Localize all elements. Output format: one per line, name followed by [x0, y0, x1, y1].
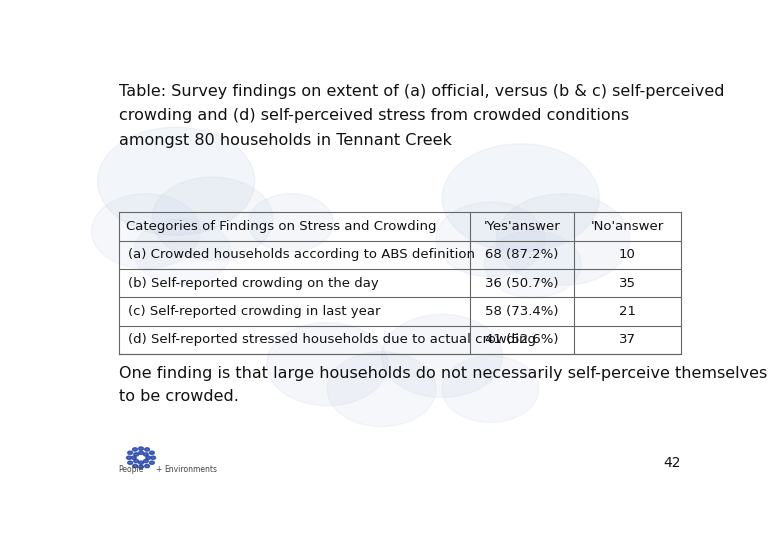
- Circle shape: [139, 465, 144, 469]
- Circle shape: [249, 194, 333, 252]
- Circle shape: [146, 456, 151, 460]
- Text: Categories of Findings on Stress and Crowding: Categories of Findings on Stress and Cro…: [126, 220, 437, 233]
- Circle shape: [144, 464, 150, 468]
- Circle shape: [328, 352, 436, 427]
- Circle shape: [139, 461, 144, 464]
- Text: (b) Self-reported crowding on the day: (b) Self-reported crowding on the day: [128, 276, 378, 289]
- Circle shape: [144, 453, 148, 456]
- Text: 42: 42: [663, 456, 681, 470]
- Text: 58 (73.4%): 58 (73.4%): [485, 305, 558, 318]
- Text: 68 (87.2%): 68 (87.2%): [485, 248, 558, 261]
- Text: 35: 35: [619, 276, 636, 289]
- Circle shape: [442, 356, 539, 422]
- Circle shape: [133, 448, 137, 451]
- Text: (d) Self-reported stressed households due to actual crowding: (d) Self-reported stressed households du…: [128, 333, 536, 346]
- Circle shape: [150, 451, 154, 454]
- Circle shape: [436, 202, 544, 277]
- Circle shape: [151, 456, 155, 460]
- Text: 36 (50.7%): 36 (50.7%): [485, 276, 558, 289]
- Circle shape: [150, 461, 154, 464]
- Text: +: +: [155, 465, 161, 474]
- Text: People: People: [119, 465, 144, 474]
- Circle shape: [128, 451, 133, 454]
- Circle shape: [134, 460, 139, 463]
- Circle shape: [381, 314, 502, 397]
- Circle shape: [152, 177, 273, 260]
- Circle shape: [497, 194, 629, 285]
- Circle shape: [98, 127, 255, 235]
- Circle shape: [139, 451, 144, 454]
- Circle shape: [442, 144, 599, 252]
- Text: 21: 21: [619, 305, 636, 318]
- Text: (c) Self-reported crowding in last year: (c) Self-reported crowding in last year: [128, 305, 380, 318]
- Text: to be crowded.: to be crowded.: [119, 389, 239, 404]
- Circle shape: [139, 447, 144, 450]
- Circle shape: [128, 461, 133, 464]
- Circle shape: [144, 448, 150, 451]
- Circle shape: [126, 456, 131, 460]
- Text: 41 (52.6%): 41 (52.6%): [485, 333, 558, 346]
- Circle shape: [267, 322, 388, 406]
- Circle shape: [91, 194, 200, 268]
- Text: Table: Survey findings on extent of (a) official, versus (b & c) self-perceived: Table: Survey findings on extent of (a) …: [119, 84, 724, 98]
- Text: 10: 10: [619, 248, 636, 261]
- Circle shape: [484, 231, 581, 298]
- Text: Environments: Environments: [164, 465, 217, 474]
- Text: crowding and (d) self-perceived stress from crowded conditions: crowding and (d) self-perceived stress f…: [119, 107, 629, 123]
- Circle shape: [133, 464, 137, 468]
- Text: amongst 80 households in Tennant Creek: amongst 80 households in Tennant Creek: [119, 133, 452, 148]
- Text: One finding is that large households do not necessarily self-perceive themselves: One finding is that large households do …: [119, 366, 767, 381]
- Circle shape: [131, 456, 136, 460]
- Circle shape: [134, 453, 139, 456]
- Text: 'No'answer: 'No'answer: [590, 220, 664, 233]
- Text: 'Yes'answer: 'Yes'answer: [484, 220, 560, 233]
- Text: (a) Crowded households according to ABS definition: (a) Crowded households according to ABS …: [128, 248, 475, 261]
- Circle shape: [134, 219, 231, 285]
- Text: 37: 37: [619, 333, 636, 346]
- Circle shape: [144, 460, 148, 463]
